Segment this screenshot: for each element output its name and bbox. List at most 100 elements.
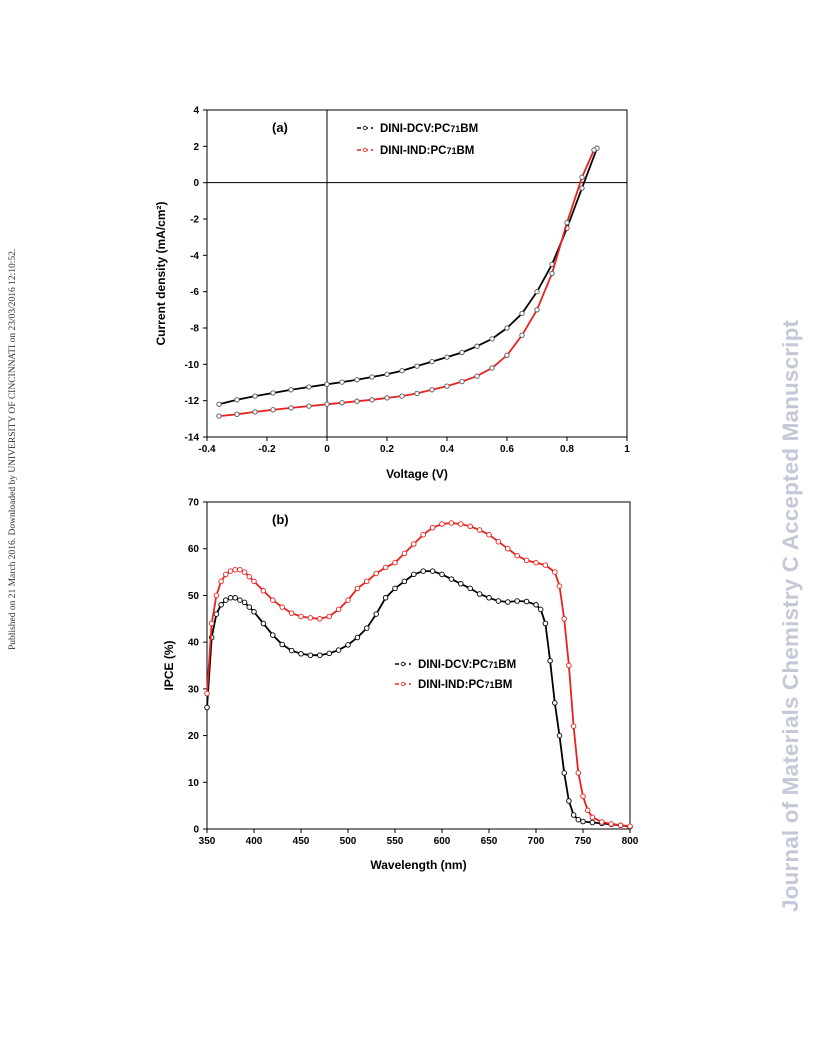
- panel-b-series-2-point: [486, 531, 492, 538]
- panel-a-series-1-point: [399, 368, 405, 374]
- panel-b-series-1-point: [345, 642, 351, 648]
- panel-a-series-1-point: [459, 349, 465, 356]
- panel-a-x-tick-label: 1: [624, 444, 630, 455]
- panel-b-series-1-point: [467, 585, 473, 592]
- panel-b-series-1-point: [570, 812, 577, 818]
- panel-b-series-1-point: [547, 658, 553, 664]
- panel-a-series-2-point: [444, 383, 450, 389]
- panel-b-series-2-point: [298, 613, 304, 620]
- panel-a-series-1-point: [216, 401, 222, 407]
- panel-b-plot-frame: [206, 501, 631, 830]
- panel-b-series-2-point: [570, 723, 577, 729]
- panel-b-series-2-point: [467, 523, 473, 530]
- panel-b-series-1-point: [227, 595, 234, 601]
- panel-a-series-1-point: [519, 310, 525, 317]
- panel-b-series-1-point: [392, 585, 398, 592]
- panel-b-y-tick-label: 30: [188, 684, 200, 695]
- panel-b-series-1-point: [514, 598, 520, 604]
- panel-a-x-tick-label: 0.4: [440, 444, 454, 455]
- panel-b-series-2-point: [241, 569, 248, 575]
- panel-b-series-1-point: [420, 568, 426, 574]
- panel-b-series-2-point: [401, 550, 408, 557]
- panel-a-y-tick-label: 2: [193, 142, 199, 153]
- panel-b-y-axis-label: IPCE (%): [162, 640, 176, 690]
- panel-a-plot-frame: [206, 109, 628, 438]
- panel-b-series-1-point: [439, 571, 445, 578]
- panel-a-series-2-point: [504, 352, 510, 358]
- panel-b-legend-marker-1: [400, 661, 406, 667]
- panel-b-series-2-point: [354, 585, 361, 592]
- panel-a-series-1-point: [369, 374, 375, 380]
- panel-b-series-2-point: [251, 578, 257, 585]
- panel-a-series-2-point: [489, 365, 495, 371]
- panel-b-series-2-point: [439, 521, 445, 527]
- panel-a-series-1-point: [489, 336, 495, 342]
- panel-b-series-2-point: [476, 527, 483, 533]
- panel-b-series-1-point: [495, 598, 502, 604]
- panel-a-series-2-point: [288, 405, 294, 411]
- panel-a-series-2-point: [339, 400, 345, 406]
- panel-b-series-2-point: [542, 562, 549, 568]
- panel-a-series-2-point: [414, 390, 420, 397]
- panel-b-series-1-point: [307, 652, 314, 658]
- panel-a-series-2-point: [234, 411, 240, 417]
- panel-a-series-2-point: [354, 398, 360, 404]
- panel-a-series-2-point: [324, 401, 330, 407]
- panel-b-series-1-point: [552, 700, 558, 706]
- panel-a-legend-marker-1: [362, 125, 368, 131]
- panel-b-series-2-point: [227, 568, 234, 574]
- panel-a-series-2-point: [519, 332, 525, 338]
- panel-a-series-line-2: [218, 149, 595, 417]
- panel-b-x-tick-label: 800: [622, 836, 639, 847]
- panel-b-series-1-point: [232, 595, 238, 601]
- panel-a-y-tick-label: -6: [190, 287, 199, 298]
- panel-b-y-tick-label: 10: [188, 778, 200, 789]
- panel-a-series-1-point: [339, 379, 345, 385]
- panel-b-legend-label-2: DINI-IND:PC71BM: [418, 679, 512, 691]
- panel-b-series-2-point: [589, 814, 596, 821]
- panel-b-series-1-point: [354, 634, 361, 641]
- panel-b-series-2-point: [218, 578, 224, 585]
- panel-b-legend-label-1: DINI-DCV:PC71BM: [418, 659, 516, 671]
- panel-b-series-2-point: [335, 606, 342, 613]
- panel-b-series-1-point: [382, 595, 389, 601]
- panel-b-series-2-point: [420, 531, 426, 538]
- panel-a-legend-label-1: DINI-DCV:PC71BM: [380, 123, 478, 135]
- panel-b-series-1-point: [458, 581, 464, 587]
- panel-b-series-1-point: [537, 606, 544, 613]
- panel-a-series-1-point: [504, 325, 510, 331]
- panel-b-series-2-point: [237, 566, 243, 573]
- panel-a-series-2-point: [252, 409, 258, 415]
- panel-b-series-line-2: [206, 522, 631, 828]
- panel-a-x-tick-label: 0: [324, 444, 330, 455]
- panel-a-x-tick-label: 0.2: [380, 444, 394, 455]
- panel-a-y-tick-label: -4: [190, 251, 199, 262]
- panel-a-series-1-point: [579, 185, 585, 191]
- panel-b-series-1-point: [246, 604, 253, 610]
- panel-b-series-2-point: [392, 559, 398, 566]
- panel-a-series-1-point: [306, 384, 312, 390]
- panel-a-x-tick-label: 0.8: [560, 444, 574, 455]
- panel-b-series-2-point: [552, 569, 558, 575]
- panel-a-series-1-point: [474, 343, 480, 349]
- panel-b-series-1-point: [533, 602, 539, 608]
- panel-b-series-2-point: [599, 819, 605, 825]
- panel-b-series-2-point: [561, 616, 567, 622]
- panel-b-series-1-point: [542, 620, 549, 627]
- panel-a-panel-label: (a): [272, 120, 288, 135]
- panel-b-series-2-point: [345, 597, 351, 603]
- panel-b-y-tick-label: 60: [188, 544, 200, 555]
- panel-b-series-2-point: [580, 793, 586, 800]
- panel-a-y-tick-label: 4: [193, 106, 199, 117]
- panel-b-series-1-point: [566, 798, 572, 804]
- panel-b-y-tick-label: 70: [188, 498, 200, 509]
- panel-b-series-1-point: [260, 620, 267, 627]
- panel-a-x-tick-label: -0.2: [258, 444, 276, 455]
- panel-b-series-1-point: [486, 595, 492, 601]
- panel-a-chart: -0.4 -0.2 0 0.2 0.4 0.6 0.8 1 -14 -12 -10 -8 -6 -4 -2 0…: [154, 106, 630, 482]
- panel-a-y-tick-label: -10: [185, 360, 200, 371]
- panel-b-series-1-point: [401, 578, 408, 585]
- panel-b-series-2-point: [575, 770, 582, 776]
- panel-a-y-tick-label: -2: [190, 215, 199, 226]
- panel-b-series-2-point: [326, 613, 332, 620]
